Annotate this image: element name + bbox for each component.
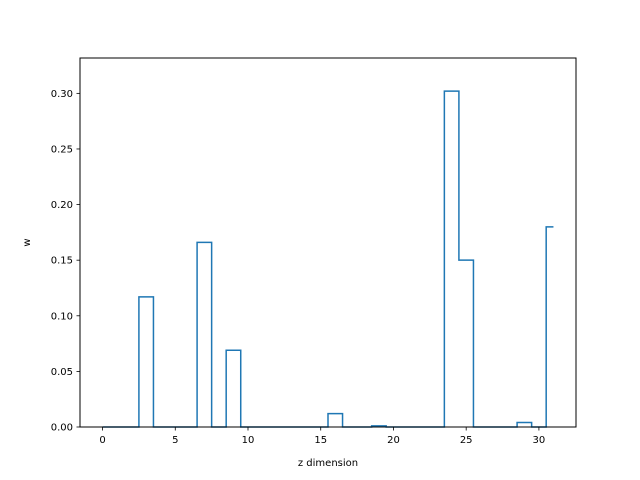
y-tick-label: 0.00 xyxy=(51,423,73,434)
x-tick-label: 0 xyxy=(99,435,105,446)
x-tick-label: 25 xyxy=(460,435,473,446)
y-tick-label: 0.30 xyxy=(51,89,73,100)
x-axis-ticks: 0 5 10 15 20 25 30 xyxy=(99,427,545,446)
y-tick-label: 0.10 xyxy=(51,311,73,322)
x-axis-label: z dimension xyxy=(298,458,358,469)
x-tick-label: 5 xyxy=(172,435,178,446)
x-tick-label: 15 xyxy=(314,435,327,446)
y-tick-label: 0.25 xyxy=(51,144,73,155)
y-tick-label: 0.20 xyxy=(51,200,73,211)
x-tick-label: 20 xyxy=(387,435,400,446)
x-tick-label: 10 xyxy=(242,435,255,446)
x-tick-label: 30 xyxy=(533,435,546,446)
y-axis-label: w xyxy=(22,238,33,246)
y-tick-label: 0.05 xyxy=(51,367,73,378)
plot-frame xyxy=(79,57,577,428)
y-tick-label: 0.15 xyxy=(51,256,73,267)
y-axis-ticks: 0.00 0.05 0.10 0.15 0.20 0.25 0.30 xyxy=(51,89,80,434)
